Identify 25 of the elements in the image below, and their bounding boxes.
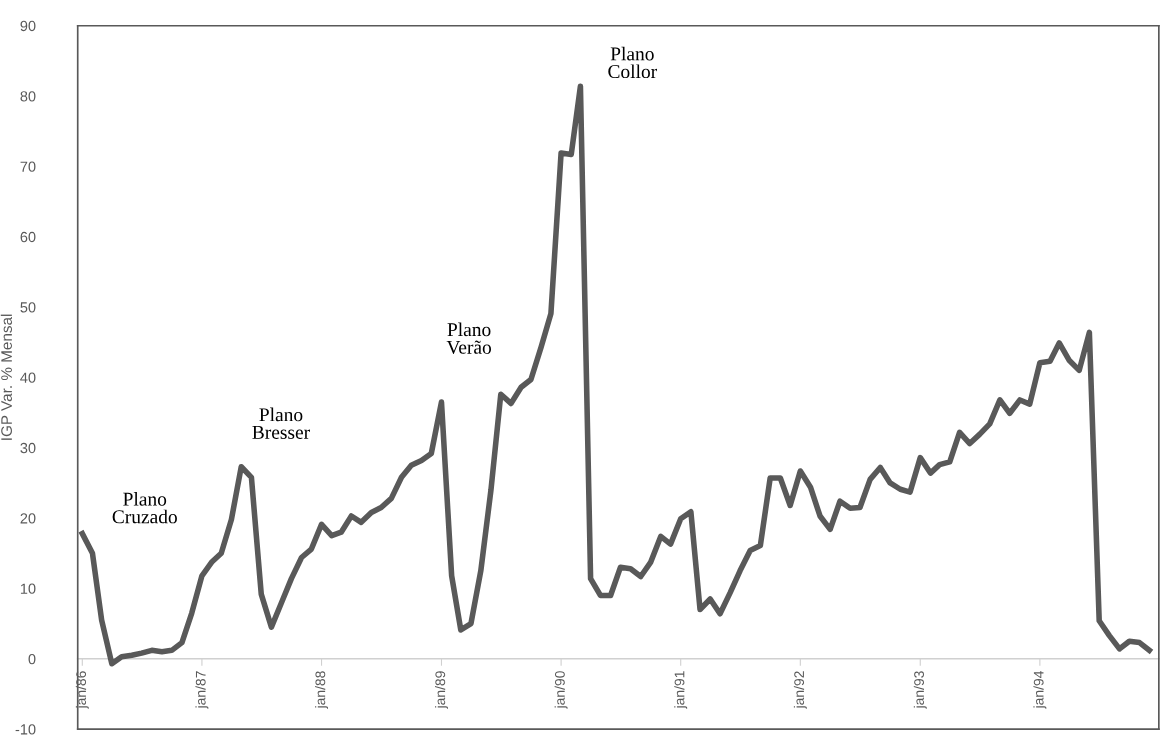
annotation: Plano Collor (608, 46, 658, 79)
annotation: Plano Cruzado (112, 492, 177, 524)
y-tick-label: -10 (15, 724, 36, 735)
y-tick-label: 20 (20, 513, 36, 524)
y-tick-label: 70 (20, 161, 36, 172)
x-tick-label: jan/88 (315, 671, 329, 709)
y-axis-title: IGP Var. % Mensal (0, 314, 12, 440)
x-tick-label: jan/90 (554, 671, 568, 709)
x-tick-label: jan/86 (75, 671, 89, 709)
y-tick-label: 0 (28, 653, 36, 665)
annotation: Plano Verão (446, 322, 492, 354)
annotation: Plano Bresser (252, 407, 310, 439)
x-tick-label: jan/89 (435, 671, 448, 709)
x-tick-label: jan/93 (913, 671, 927, 709)
y-tick-label: 40 (20, 372, 36, 383)
y-tick-label: 60 (20, 231, 36, 243)
x-tick-label: jan/94 (1033, 670, 1047, 709)
y-tick-label: 80 (20, 91, 36, 102)
x-tick-label: jan/87 (195, 671, 209, 709)
x-tick-label: jan/92 (793, 671, 807, 709)
y-tick-label: 10 (20, 583, 36, 594)
y-tick-label: 30 (20, 442, 36, 454)
y-tick-label: 90 (20, 20, 36, 32)
x-tick-label: jan/91 (674, 671, 688, 709)
y-tick-label: 50 (20, 302, 36, 313)
